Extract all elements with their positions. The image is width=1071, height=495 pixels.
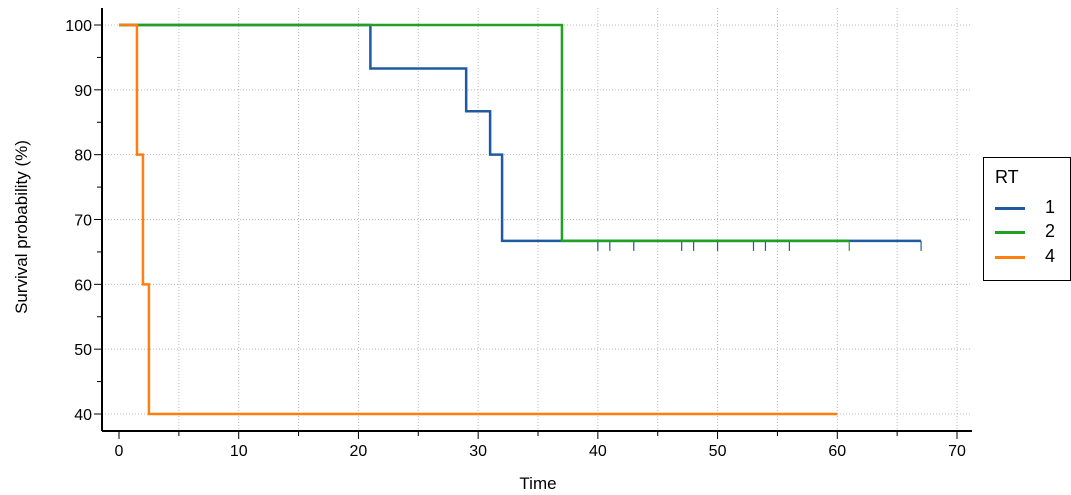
x-tick-label-70: 70 (948, 443, 966, 460)
km-curve-4 (119, 23, 838, 416)
legend-swatch-4 (995, 256, 1025, 259)
y-tick-label-100: 100 (65, 18, 92, 35)
x-tick-label-0: 0 (115, 443, 124, 460)
tick-labels: 0 10 20 30 40 50 60 70 40 50 60 70 80 90 100 (65, 18, 966, 460)
x-tick-label-30: 30 (469, 443, 487, 460)
x-axis-title: Time (519, 474, 556, 493)
y-axis-title: Survival probability (%) (12, 140, 31, 314)
grid-lines (102, 8, 972, 431)
legend-title: RT (995, 167, 1019, 187)
y-tick-label-80: 80 (74, 148, 92, 165)
x-tick-label-50: 50 (709, 443, 727, 460)
x-tick-label-20: 20 (350, 443, 368, 460)
km-curve-2 (119, 23, 850, 243)
legend-item-1: 1 (995, 197, 1065, 219)
y-tick-label-70: 70 (74, 213, 92, 230)
y-tick-label-60: 60 (74, 277, 92, 294)
legend-label-4: 4 (1045, 246, 1056, 266)
x-tick-label-10: 10 (230, 443, 248, 460)
legend-item-4: 4 (995, 246, 1065, 268)
legend-swatch-2 (995, 231, 1025, 234)
y-tick-label-50: 50 (74, 342, 92, 359)
axes (94, 8, 972, 439)
y-tick-label-90: 90 (74, 83, 92, 100)
legend-label-2: 2 (1045, 221, 1056, 241)
series-layer (119, 23, 922, 416)
legend-swatch-1 (995, 207, 1025, 210)
x-tick-label-60: 60 (828, 443, 846, 460)
legend: RT 1 2 4 (983, 157, 1071, 281)
legend-item-2: 2 (995, 221, 1065, 243)
legend-label-1: 1 (1045, 197, 1056, 217)
km-curve-1 (119, 23, 922, 243)
y-tick-label-40: 40 (74, 407, 92, 424)
x-tick-label-40: 40 (589, 443, 607, 460)
